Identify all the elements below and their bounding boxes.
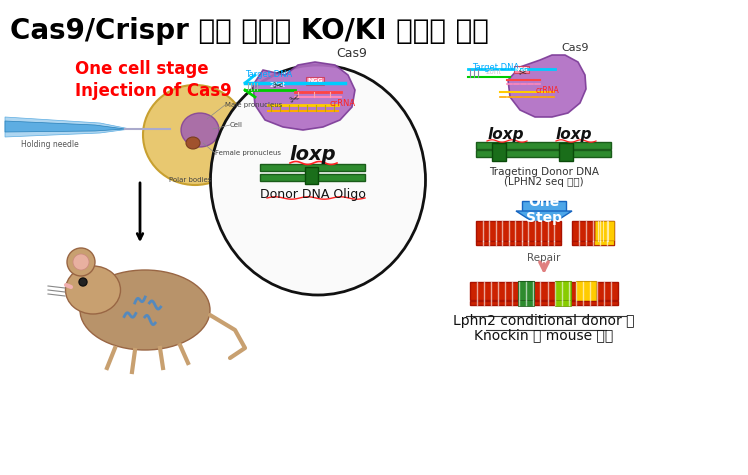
Ellipse shape bbox=[66, 266, 120, 314]
Text: Cell: Cell bbox=[230, 122, 243, 128]
Text: ✂: ✂ bbox=[519, 67, 527, 77]
Polygon shape bbox=[5, 121, 125, 132]
Text: Holding needle: Holding needle bbox=[21, 140, 79, 149]
FancyBboxPatch shape bbox=[306, 77, 324, 85]
Circle shape bbox=[67, 248, 95, 276]
FancyBboxPatch shape bbox=[595, 221, 614, 241]
Text: Knockin 된 mouse 생산: Knockin 된 mouse 생산 bbox=[474, 328, 613, 342]
FancyBboxPatch shape bbox=[576, 281, 596, 301]
Text: Male pronucleus: Male pronucleus bbox=[225, 102, 283, 108]
Text: Lphn2 conditional donor 가: Lphn2 conditional donor 가 bbox=[453, 314, 635, 328]
Polygon shape bbox=[5, 117, 130, 137]
FancyBboxPatch shape bbox=[492, 143, 506, 161]
Text: ✂: ✂ bbox=[288, 92, 302, 108]
Text: ✂: ✂ bbox=[273, 79, 283, 93]
FancyBboxPatch shape bbox=[514, 66, 529, 73]
Text: Cas9: Cas9 bbox=[561, 43, 589, 53]
Text: Target DNA: Target DNA bbox=[245, 70, 292, 79]
Ellipse shape bbox=[143, 85, 247, 185]
Ellipse shape bbox=[80, 270, 210, 350]
FancyBboxPatch shape bbox=[518, 300, 534, 306]
Text: Donor DNA Oligo: Donor DNA Oligo bbox=[260, 188, 366, 201]
FancyBboxPatch shape bbox=[572, 241, 614, 245]
FancyBboxPatch shape bbox=[518, 281, 534, 301]
Text: loxp: loxp bbox=[289, 145, 337, 164]
Polygon shape bbox=[516, 211, 572, 229]
Circle shape bbox=[73, 254, 89, 270]
FancyBboxPatch shape bbox=[476, 150, 611, 157]
Ellipse shape bbox=[181, 113, 219, 147]
Text: One cell stage
Injection of Cas9: One cell stage Injection of Cas9 bbox=[75, 60, 232, 100]
Text: crRNA: crRNA bbox=[536, 86, 560, 95]
Text: Female pronucleus: Female pronucleus bbox=[215, 150, 281, 156]
FancyBboxPatch shape bbox=[476, 241, 561, 245]
FancyBboxPatch shape bbox=[470, 301, 618, 305]
Circle shape bbox=[79, 278, 87, 286]
Text: Cas9/Crispr 기반 새로운 KO/KI 마우스 제작: Cas9/Crispr 기반 새로운 KO/KI 마우스 제작 bbox=[10, 17, 489, 45]
Text: Cas9: Cas9 bbox=[337, 47, 367, 60]
Text: (LPHN2 seq 기반): (LPHN2 seq 기반) bbox=[504, 177, 583, 187]
Text: 20nt: 20nt bbox=[270, 82, 286, 88]
Text: loxp: loxp bbox=[488, 127, 524, 142]
FancyBboxPatch shape bbox=[305, 167, 318, 184]
FancyBboxPatch shape bbox=[260, 174, 365, 181]
Text: loxp: loxp bbox=[556, 127, 592, 142]
Polygon shape bbox=[508, 55, 586, 117]
FancyBboxPatch shape bbox=[559, 143, 573, 161]
Ellipse shape bbox=[186, 137, 200, 149]
Text: 20nt: 20nt bbox=[486, 69, 502, 75]
Text: One
Step: One Step bbox=[526, 195, 562, 225]
FancyBboxPatch shape bbox=[595, 241, 614, 245]
Ellipse shape bbox=[210, 65, 426, 295]
Text: Polar bodies: Polar bodies bbox=[169, 177, 211, 183]
Polygon shape bbox=[253, 62, 355, 130]
FancyBboxPatch shape bbox=[522, 201, 566, 213]
Text: Repair: Repair bbox=[527, 253, 561, 263]
FancyBboxPatch shape bbox=[572, 221, 614, 241]
FancyBboxPatch shape bbox=[555, 300, 571, 306]
Text: Trageting Donor DNA: Trageting Donor DNA bbox=[489, 167, 599, 177]
Text: crRNA: crRNA bbox=[330, 99, 356, 108]
Text: NGG: NGG bbox=[307, 78, 323, 84]
Text: Target DNA: Target DNA bbox=[472, 63, 519, 72]
Text: NGG: NGG bbox=[514, 67, 528, 72]
FancyBboxPatch shape bbox=[476, 142, 611, 149]
FancyBboxPatch shape bbox=[470, 282, 618, 300]
FancyBboxPatch shape bbox=[476, 221, 561, 241]
FancyBboxPatch shape bbox=[555, 281, 571, 301]
FancyBboxPatch shape bbox=[260, 164, 365, 171]
